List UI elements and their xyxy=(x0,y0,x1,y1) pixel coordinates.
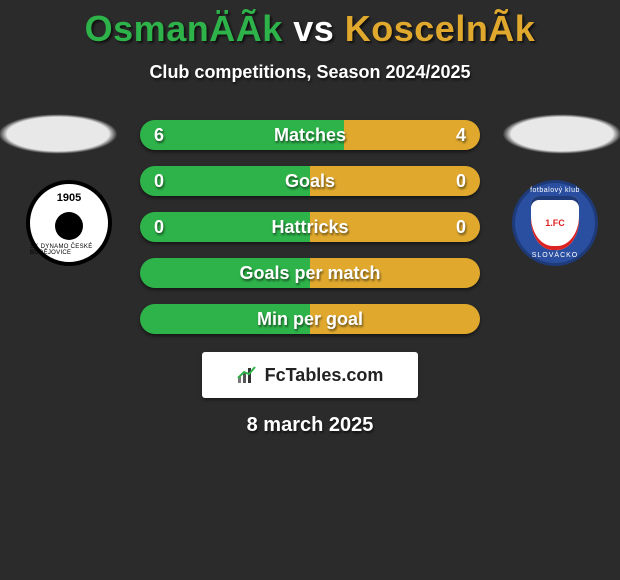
stat-bar: Goals00 xyxy=(140,166,480,196)
title-vs: vs xyxy=(283,8,345,49)
bar-value-left: 6 xyxy=(154,120,164,150)
bar-segment-left xyxy=(140,304,310,334)
bar-segment-right xyxy=(310,166,480,196)
bar-segment-left xyxy=(140,166,310,196)
crest-left-year: 1905 xyxy=(57,192,81,204)
bar-value-right: 0 xyxy=(456,166,466,196)
crest-right-center: 1.FC xyxy=(545,218,565,228)
bar-value-right: 4 xyxy=(456,120,466,150)
title-player1: OsmanÄÃ­k xyxy=(85,8,283,49)
crest-right-bottom: SLOVÁCKO xyxy=(532,252,579,259)
bar-segment-left xyxy=(140,212,310,242)
title-player2: KoscelnÃ­k xyxy=(345,8,536,49)
bar-segment-left xyxy=(140,120,344,150)
flag-right xyxy=(502,114,620,154)
flag-left xyxy=(0,114,118,154)
crest-left-ring: SK DYNAMO ČESKÉ BUDĚJOVICE xyxy=(30,244,108,256)
bar-value-right: 0 xyxy=(456,212,466,242)
subtitle: Club competitions, Season 2024/2025 xyxy=(0,62,620,83)
bar-segment-left xyxy=(140,258,310,288)
bar-segment-right xyxy=(310,212,480,242)
bar-segment-right xyxy=(310,304,480,334)
stat-bar: Hattricks00 xyxy=(140,212,480,242)
stat-bar: Matches64 xyxy=(140,120,480,150)
crest-right-top: fotbalový klub xyxy=(530,187,580,194)
bar-chart-icon xyxy=(237,366,259,384)
crest-right: fotbalový klub 1.FC SLOVÁCKO xyxy=(510,178,600,268)
page-title: OsmanÄÃ­k vs KoscelnÃ­k xyxy=(0,0,620,50)
stat-bar: Goals per match xyxy=(140,258,480,288)
bar-segment-right xyxy=(310,258,480,288)
crest-left-badge: 1905 SK DYNAMO ČESKÉ BUDĚJOVICE xyxy=(26,180,112,266)
watermark: FcTables.com xyxy=(202,352,418,398)
date: 8 march 2025 xyxy=(0,414,620,437)
watermark-text: FcTables.com xyxy=(265,365,384,386)
soccer-ball-icon xyxy=(55,212,83,240)
crest-left: 1905 SK DYNAMO ČESKÉ BUDĚJOVICE xyxy=(24,178,114,268)
shield-icon: 1.FC xyxy=(531,196,579,250)
bar-value-left: 0 xyxy=(154,166,164,196)
bar-value-left: 0 xyxy=(154,212,164,242)
crest-right-badge: fotbalový klub 1.FC SLOVÁCKO xyxy=(512,180,598,266)
stat-bar: Min per goal xyxy=(140,304,480,334)
stat-bars: Matches64Goals00Hattricks00Goals per mat… xyxy=(140,120,480,350)
